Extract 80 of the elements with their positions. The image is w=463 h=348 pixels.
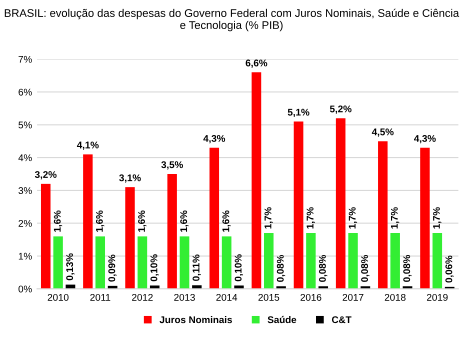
bar — [210, 148, 220, 289]
bar — [432, 233, 442, 289]
bar — [53, 236, 63, 289]
bar — [234, 286, 244, 289]
data-label: 0,06% — [445, 256, 454, 283]
data-label: 4,3% — [203, 135, 226, 144]
data-label: 5,1% — [288, 108, 310, 118]
data-label: 1,6% — [138, 210, 146, 232]
data-label: 0,10% — [234, 254, 244, 282]
data-label: 0,08% — [276, 254, 286, 282]
legend-label: Juros Nominais — [160, 316, 232, 324]
bar — [95, 236, 106, 289]
data-label: 1,7% — [433, 207, 442, 229]
data-label: 4,1% — [76, 142, 99, 150]
data-label: 1,6% — [222, 210, 231, 232]
legend-label: C&T — [332, 316, 352, 324]
x-tick-label: 2014 — [216, 294, 238, 301]
bar — [150, 286, 160, 289]
data-label: 1,6% — [180, 210, 189, 232]
data-label: 0,11% — [192, 254, 201, 281]
bar — [348, 233, 358, 289]
data-label: 1,6% — [96, 210, 104, 232]
data-label: 3,5% — [161, 161, 183, 170]
data-label: 5,2% — [330, 105, 352, 114]
bar — [40, 184, 51, 289]
data-label: 1,6% — [54, 210, 62, 232]
x-tick-label: 2019 — [426, 294, 448, 301]
data-label: 3,1% — [119, 174, 141, 183]
data-label: 1,7% — [348, 207, 358, 229]
bar — [192, 285, 202, 289]
data-label: 1,7% — [264, 207, 273, 229]
bar — [306, 233, 316, 289]
y-tick-label: 6% — [18, 88, 32, 96]
y-tick-label: 0% — [18, 286, 32, 292]
bar — [402, 286, 412, 289]
x-tick-label: 2010 — [48, 294, 69, 301]
bar — [180, 236, 190, 289]
data-label: 0,08% — [361, 254, 370, 282]
bar — [336, 118, 346, 289]
bar — [360, 286, 370, 289]
data-label: 4,5% — [372, 128, 394, 137]
bar — [264, 233, 274, 289]
bar — [167, 174, 177, 289]
data-label: 4,3% — [414, 135, 436, 144]
y-tick-label: 5% — [18, 122, 32, 128]
y-tick-label: 3% — [18, 187, 32, 194]
data-label: 0,13% — [66, 253, 74, 280]
bar — [138, 236, 148, 289]
bar — [83, 154, 93, 289]
bar — [378, 141, 388, 289]
x-tick-label: 2015 — [258, 294, 280, 301]
chart-title: BRASIL: evolução das despesas do Governo Federal com Juros Nominais, Saúde e Ciência e Tecnologia (% PIB) — [4, 8, 460, 32]
legend-label: Saúde — [268, 316, 296, 324]
y-tick-label: 2% — [18, 220, 32, 227]
bar — [222, 236, 232, 289]
bar — [294, 122, 304, 289]
x-tick-label: 2012 — [132, 294, 153, 301]
data-label: 0,10% — [150, 254, 159, 282]
data-label: 6,6% — [246, 60, 268, 68]
y-tick-label: 7% — [18, 56, 32, 63]
x-tick-label: 2013 — [174, 294, 195, 301]
bar — [66, 284, 76, 289]
bar — [125, 187, 135, 289]
data-label: 0,08% — [318, 254, 328, 282]
y-tick-label: 4% — [18, 154, 32, 162]
x-tick-label: 2016 — [300, 294, 322, 301]
bar — [276, 286, 286, 289]
x-tick-label: 2011 — [90, 294, 110, 301]
data-label: 0,09% — [108, 254, 117, 282]
data-label: 1,7% — [390, 207, 400, 229]
bar — [420, 148, 430, 289]
data-label: 3,2% — [34, 171, 57, 180]
x-tick-label: 2018 — [384, 294, 406, 301]
bar — [390, 233, 400, 289]
y-tick-label: 1% — [18, 252, 32, 260]
bar — [252, 72, 262, 289]
data-label: 1,7% — [306, 207, 315, 229]
bar — [318, 286, 328, 289]
x-tick-label: 2017 — [342, 294, 364, 301]
data-label: 0,08% — [403, 254, 412, 282]
